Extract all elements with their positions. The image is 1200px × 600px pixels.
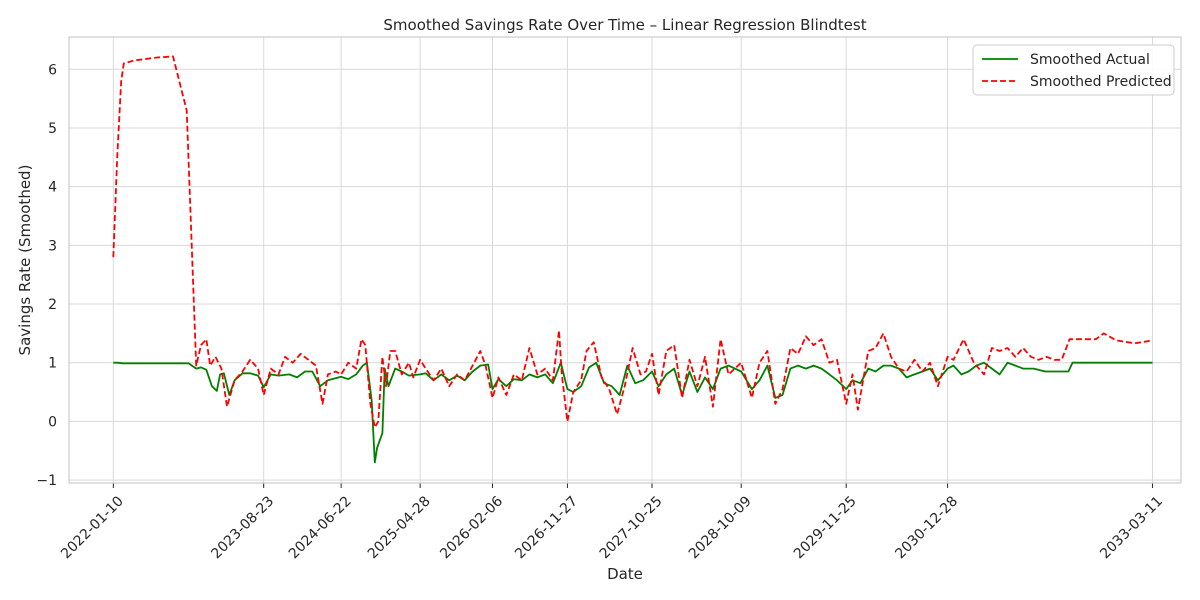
y-tick-label: 2	[48, 297, 57, 313]
grid-layer	[69, 37, 1181, 488]
y-tick-label: 4	[48, 180, 57, 196]
y-tick-label: 3	[48, 238, 57, 254]
y-tick-label: 0	[48, 414, 57, 430]
chart-title: Smoothed Savings Rate Over Time – Linear…	[383, 16, 866, 34]
legend: Smoothed Actual Smoothed Predicted	[972, 44, 1175, 96]
series-layer	[112, 55, 1153, 464]
plot-frame	[68, 36, 1182, 484]
series-line-smoothed-actual	[113, 361, 1153, 464]
legend-box	[972, 44, 1175, 96]
y-tick-label: 5	[48, 121, 57, 137]
y-tick-label: −1	[36, 473, 57, 489]
series-line-smoothed-predicted	[112, 55, 1153, 429]
y-axis-label: Savings Rate (Smoothed)	[16, 165, 34, 356]
y-tick-labels: −1 0 1 2 3 4 5 6	[36, 62, 57, 489]
y-tick-label: 1	[48, 356, 57, 372]
y-tick-label: 6	[48, 62, 57, 78]
x-axis-label: Date	[607, 565, 643, 583]
legend-label: Smoothed Predicted	[1030, 74, 1172, 90]
legend-label: Smoothed Actual	[1030, 52, 1150, 68]
